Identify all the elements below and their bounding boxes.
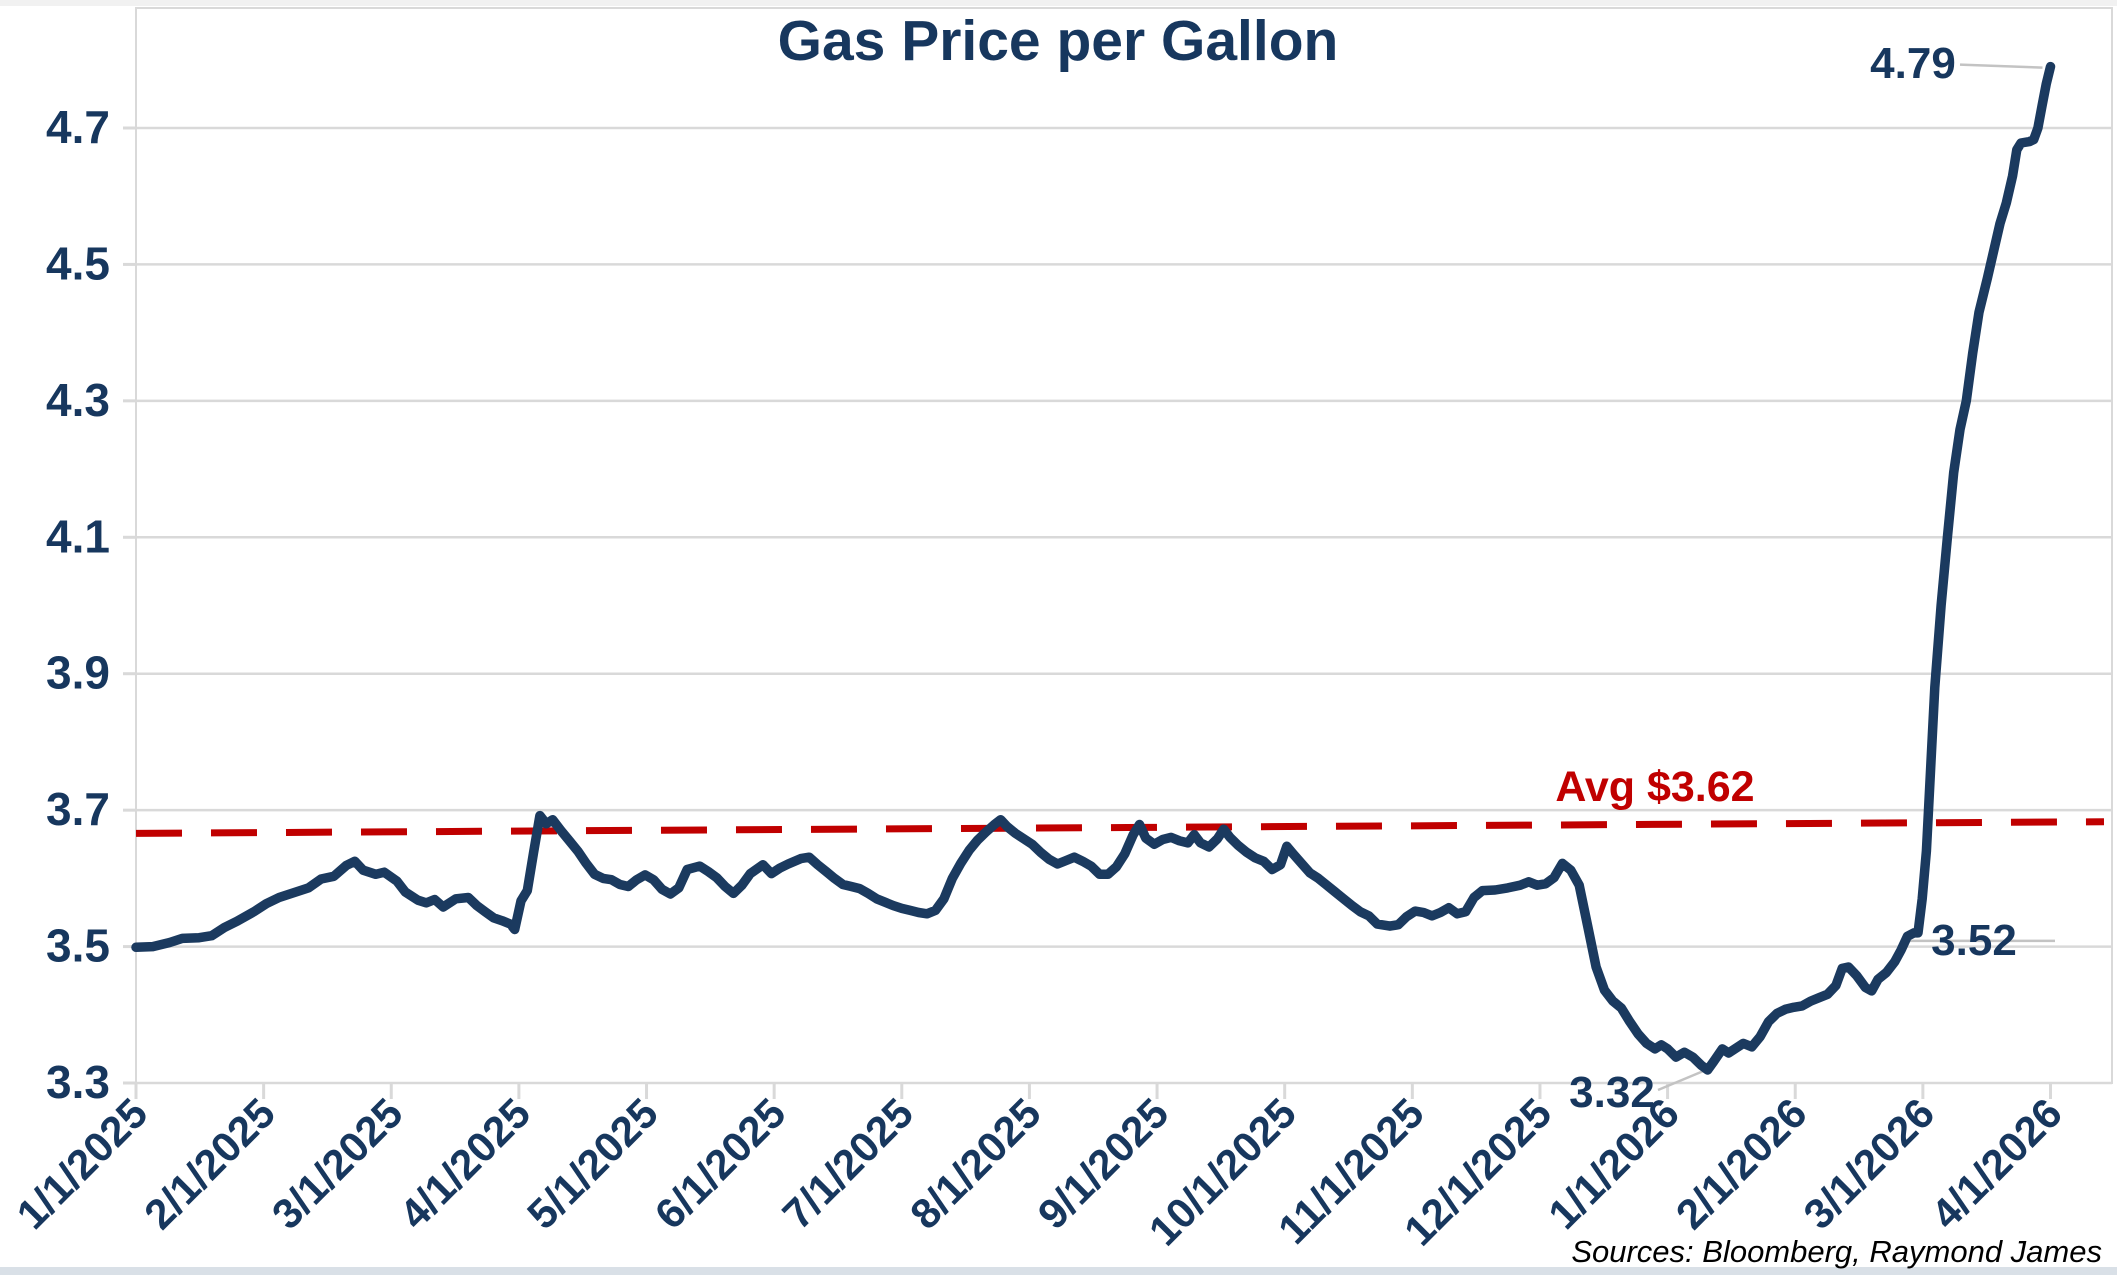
- plot-border: [135, 7, 2113, 1084]
- x-tick-label: 3/1/2025: [263, 1089, 412, 1238]
- y-tick-label: 4.3: [46, 374, 110, 426]
- x-tick-label: 1/1/2025: [8, 1089, 157, 1238]
- average-line-label: Avg $3.62: [1555, 763, 1754, 811]
- x-tick-label: 3/1/2026: [1794, 1089, 1943, 1238]
- y-tick-label: 4.5: [46, 237, 110, 289]
- x-tick-label: 2/1/2025: [135, 1089, 284, 1238]
- y-tick-label: 3.7: [46, 783, 110, 835]
- top-edge-strip: [0, 0, 2117, 6]
- average-dashed-line: [135, 818, 2105, 837]
- y-tick-label: 3.3: [46, 1056, 110, 1108]
- x-tick-label: 4/1/2025: [390, 1089, 539, 1238]
- chart-title: Gas Price per Gallon: [778, 9, 1339, 73]
- x-tick-label: 4/1/2026: [1922, 1089, 2071, 1238]
- x-tick-label: 7/1/2025: [773, 1089, 922, 1238]
- leader-line-min: [1657, 1070, 1704, 1092]
- annotation-min-value: 3.32: [1569, 1068, 1655, 1117]
- leader-line-max: [1959, 63, 2043, 69]
- y-tick-label: 4.1: [46, 510, 110, 562]
- x-tick-label: 2/1/2026: [1667, 1089, 1816, 1238]
- x-tick-label: 6/1/2025: [646, 1089, 795, 1238]
- annotation-max-value: 4.79: [1870, 39, 1956, 88]
- x-tick-label: 5/1/2025: [518, 1089, 667, 1238]
- source-note: Sources: Bloomberg, Raymond James: [1571, 1234, 2102, 1269]
- x-tick-label: 8/1/2025: [901, 1089, 1050, 1238]
- y-tick-label: 3.9: [46, 647, 110, 699]
- y-tick-label: 3.5: [46, 920, 110, 972]
- y-tick-label: 4.7: [46, 101, 110, 153]
- bottom-edge-strip: [0, 1267, 2117, 1275]
- annotation-step-value: 3.52: [1931, 916, 2017, 965]
- price-line: [131, 61, 2056, 1075]
